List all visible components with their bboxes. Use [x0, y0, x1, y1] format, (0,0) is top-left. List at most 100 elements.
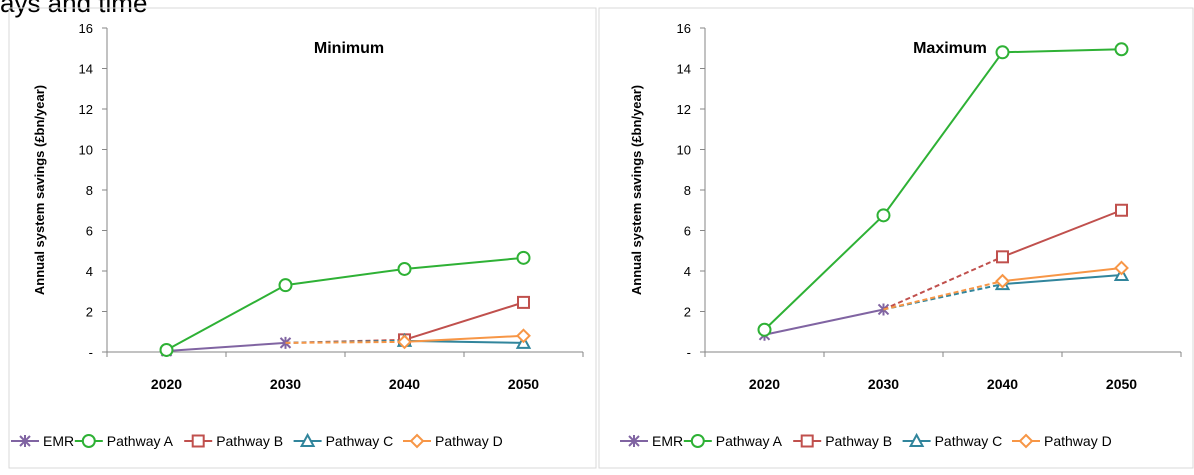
data-point: [517, 295, 530, 309]
legend-item-emr: EMR: [11, 433, 74, 449]
series-pathway-d: [285, 328, 531, 350]
series-pathway-a: [159, 250, 531, 357]
figure-caption: ays and time: [0, 0, 148, 18]
series-line-segment: [763, 214, 885, 331]
data-point: [1115, 203, 1128, 217]
y-tick-label: 12: [79, 102, 93, 117]
x-tick-label: 2040: [987, 376, 1018, 392]
legend-marker: [800, 434, 814, 448]
series-pathway-d: [883, 260, 1129, 311]
series-line-segment: [404, 334, 524, 343]
y-tick-label: 2: [684, 305, 691, 320]
y-axis-label: Annual system savings (£bn/year): [32, 85, 47, 295]
y-tick-label: 10: [677, 143, 691, 158]
legend-label: Pathway A: [107, 433, 174, 449]
chart-minimum: - 2 4 6 8 10 12 14 16 2020 2030 2040 2050 Annual syst…: [8, 7, 597, 469]
y-tick-label: -: [89, 345, 93, 360]
y-tick-label: 6: [86, 224, 93, 239]
legend-item-pathway-d: Pathway D: [403, 433, 503, 449]
x-tick-label: 2020: [151, 376, 182, 392]
y-tick-label: 10: [79, 143, 93, 158]
y-tick-label: 8: [684, 183, 691, 198]
series-pathway-c: [883, 266, 1130, 311]
legend-label: Pathway D: [435, 433, 503, 449]
series-line-segment: [882, 51, 1004, 216]
y-tick-label: 16: [677, 21, 691, 36]
data-point: [996, 250, 1009, 264]
data-point: [995, 273, 1010, 289]
y-tick-label: 4: [684, 264, 691, 279]
legend-marker: [19, 435, 31, 447]
legend-item-pathway-a: Pathway A: [683, 433, 783, 449]
legend-label: Pathway A: [716, 433, 783, 449]
chart-title: Maximum: [913, 40, 987, 57]
series-line-segment: [883, 255, 1003, 311]
legend-item-pathway-d: Pathway D: [1012, 433, 1112, 449]
legend-marker: [690, 434, 705, 448]
legend-marker: [81, 434, 96, 448]
legend-label: EMR: [43, 433, 74, 449]
x-tick-label: 2020: [749, 376, 780, 392]
data-point: [516, 250, 531, 265]
data-point: [876, 208, 891, 223]
series-line-segment: [883, 280, 1003, 311]
legend-label: Pathway C: [326, 433, 394, 449]
legend-marker: [1018, 433, 1034, 449]
series-line-segment: [285, 340, 405, 344]
legend-item-pathway-c: Pathway C: [293, 432, 394, 449]
legend-marker: [628, 435, 640, 447]
chart-title: Minimum: [314, 40, 384, 57]
y-axis-label: Annual system savings (£bn/year): [629, 85, 644, 295]
y-tick-label: 6: [684, 224, 691, 239]
chart-frame: [598, 7, 1194, 469]
legend-item-pathway-b: Pathway B: [184, 433, 283, 449]
data-point: [1114, 42, 1129, 57]
series-line-segment: [764, 308, 884, 336]
data-point: [516, 328, 531, 344]
series-pathway-b: [883, 203, 1128, 311]
y-tick-label: 14: [79, 62, 93, 77]
x-tick-label: 2030: [868, 376, 899, 392]
y-tick-label: 14: [677, 62, 691, 77]
series-line-segment: [404, 301, 524, 341]
legend-marker: [409, 433, 425, 449]
data-point: [397, 261, 412, 276]
series-pathway-a: [757, 42, 1129, 337]
series-emr: [758, 303, 890, 341]
y-tick-label: 2: [86, 305, 93, 320]
data-point: [995, 45, 1010, 60]
data-point: [278, 278, 293, 293]
legend-label: Pathway C: [935, 433, 1003, 449]
x-tick-label: 2050: [508, 376, 539, 392]
data-point: [397, 334, 412, 350]
legend-marker: [299, 432, 316, 447]
series-line-segment: [404, 256, 524, 270]
y-tick-label: 8: [86, 183, 93, 198]
data-point: [757, 322, 772, 337]
series-line-segment: [1002, 209, 1122, 258]
chart-frame: [8, 7, 597, 469]
data-point: [279, 336, 292, 349]
series-line-segment: [1002, 274, 1122, 286]
y-tick-label: 12: [677, 102, 691, 117]
chart-maximum: - 2 4 6 8 10 12 14 16 2020 2030 2040 2050 Annual syst…: [598, 7, 1194, 469]
legend-marker: [191, 434, 205, 448]
series-line-segment: [1002, 48, 1122, 54]
legend-item-pathway-a: Pathway A: [74, 433, 174, 449]
x-tick-label: 2030: [270, 376, 301, 392]
series-line-segment: [1002, 266, 1122, 283]
y-tick-label: 16: [79, 21, 93, 36]
legend-label: EMR: [652, 433, 683, 449]
legend-label: Pathway D: [1044, 433, 1112, 449]
series-line-segment: [166, 284, 286, 351]
x-tick-label: 2050: [1106, 376, 1137, 392]
legend-item-emr: EMR: [620, 433, 683, 449]
legend-label: Pathway B: [216, 433, 283, 449]
series-line-segment: [285, 267, 405, 287]
series-line-segment: [166, 341, 286, 352]
legend-marker: [908, 432, 925, 447]
x-tick-label: 2040: [389, 376, 420, 392]
data-point: [1114, 260, 1129, 276]
data-point: [159, 342, 174, 357]
legend-label: Pathway B: [825, 433, 892, 449]
